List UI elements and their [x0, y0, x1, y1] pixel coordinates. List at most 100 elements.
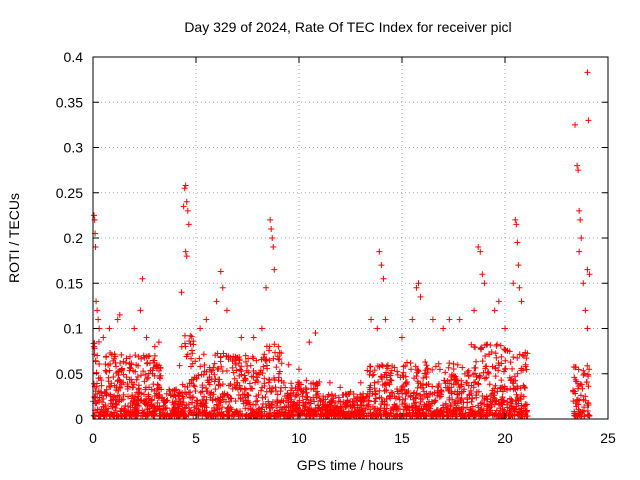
- data-point: [219, 284, 226, 291]
- data-point: [455, 381, 462, 388]
- data-point: [512, 216, 519, 223]
- data-point: [487, 342, 494, 349]
- data-point: [187, 394, 194, 400]
- data-point: [492, 350, 499, 357]
- data-point: [420, 374, 427, 381]
- data-point: [178, 289, 185, 296]
- data-point: [357, 402, 364, 409]
- data-point: [161, 398, 168, 405]
- data-point: [518, 367, 525, 374]
- data-point: [480, 407, 487, 414]
- data-point: [160, 397, 167, 404]
- data-point: [160, 413, 167, 420]
- data-point: [166, 387, 173, 394]
- data-point: [267, 405, 274, 412]
- data-point: [216, 398, 223, 405]
- data-point: [126, 353, 133, 360]
- data-point: [250, 409, 257, 416]
- y-tick-label: 0.35: [56, 94, 83, 110]
- y-axis-ticks: 0 0.05 0.1 0.15 0.2 0.25 0.3 0.35 0.4: [56, 49, 608, 427]
- data-point: [256, 405, 263, 412]
- data-point: [140, 368, 147, 375]
- data-point: [112, 353, 119, 360]
- data-point: [349, 410, 356, 417]
- data-point: [168, 392, 175, 399]
- data-point: [570, 398, 577, 405]
- data-point: [576, 408, 583, 415]
- data-point: [254, 397, 261, 404]
- data-point: [473, 358, 480, 365]
- data-point: [114, 378, 121, 385]
- data-point: [492, 365, 499, 372]
- data-point: [448, 373, 455, 380]
- data-point: [494, 388, 501, 395]
- data-point: [388, 389, 395, 396]
- data-point: [507, 400, 514, 407]
- data-point: [266, 376, 273, 383]
- data-point: [473, 373, 480, 380]
- data-point: [285, 407, 292, 414]
- data-point: [417, 399, 424, 406]
- data-point: [429, 316, 436, 323]
- data-point: [500, 406, 507, 413]
- data-point: [158, 386, 165, 393]
- data-point: [107, 383, 114, 390]
- data-point: [239, 391, 246, 398]
- data-point: [355, 411, 362, 418]
- data-point: [155, 382, 162, 389]
- data-point: [125, 393, 132, 400]
- data-point: [387, 395, 394, 402]
- data-point: [419, 395, 426, 402]
- data-point: [298, 387, 305, 394]
- data-point: [500, 398, 507, 405]
- data-point: [446, 360, 453, 367]
- data-point: [118, 381, 125, 388]
- data-point: [477, 400, 484, 407]
- data-point: [120, 358, 127, 365]
- data-point: [266, 357, 273, 364]
- data-point: [476, 374, 483, 381]
- data-point: [255, 406, 262, 413]
- data-point: [96, 361, 103, 368]
- data-point: [203, 385, 210, 392]
- data-point: [507, 359, 514, 366]
- data-point: [108, 403, 115, 410]
- data-point: [245, 355, 252, 362]
- data-point: [372, 388, 379, 395]
- data-point: [450, 366, 457, 373]
- data-point: [250, 355, 257, 362]
- data-point: [483, 396, 490, 403]
- data-point: [471, 307, 478, 314]
- data-point: [149, 367, 156, 374]
- data-point: [524, 350, 531, 357]
- data-point: [288, 384, 295, 391]
- data-point: [95, 338, 102, 345]
- data-point: [120, 371, 127, 378]
- data-point: [155, 339, 162, 346]
- data-point: [499, 407, 506, 414]
- data-point: [472, 413, 479, 420]
- data-point: [188, 333, 195, 340]
- data-point: [197, 325, 204, 332]
- data-point: [417, 293, 424, 300]
- data-point: [133, 402, 140, 409]
- data-point: [487, 398, 494, 405]
- data-point: [199, 413, 206, 420]
- data-point: [320, 393, 327, 400]
- data-point: [213, 298, 220, 305]
- data-point: [91, 340, 98, 347]
- data-point: [126, 360, 133, 367]
- data-point: [122, 402, 129, 409]
- y-tick-label: 0.05: [56, 366, 83, 382]
- data-point: [440, 413, 447, 420]
- data-point: [135, 386, 142, 393]
- data-point: [452, 404, 459, 411]
- data-point: [444, 411, 451, 418]
- data-point: [118, 366, 125, 373]
- data-point: [378, 262, 385, 269]
- data-point: [519, 352, 526, 359]
- data-point: [182, 389, 189, 396]
- data-point: [138, 390, 145, 397]
- data-point: [512, 386, 519, 393]
